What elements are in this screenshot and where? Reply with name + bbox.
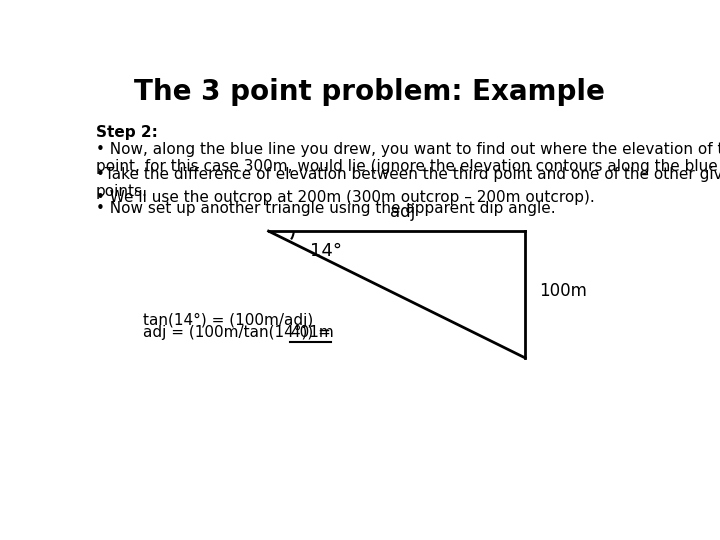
Text: School of Earth and Environment: School of Earth and Environment <box>11 508 320 526</box>
Text: adj = (100m/tan(14°)) =: adj = (100m/tan(14°)) = <box>143 326 336 341</box>
Text: • Now, along the blue line you drew, you want to find out where the elevation of: • Now, along the blue line you drew, you… <box>96 141 720 174</box>
Text: adj: adj <box>390 202 415 221</box>
Text: 401m: 401m <box>289 326 333 341</box>
Text: 14°: 14° <box>310 242 343 260</box>
Text: •Take the difference of elevation between the third point and one of the other g: •Take the difference of elevation betwee… <box>96 167 720 199</box>
Text: • We’ll use the outcrop at 200m (300m outcrop – 200m outcrop).: • We’ll use the outcrop at 200m (300m ou… <box>96 190 594 205</box>
Text: Step 2:: Step 2: <box>96 125 158 140</box>
Text: UNIVERSITY OF LEEDS: UNIVERSITY OF LEEDS <box>515 510 706 524</box>
Text: The 3 point problem: Example: The 3 point problem: Example <box>134 78 604 106</box>
Text: tan(14°) = (100m/adj): tan(14°) = (100m/adj) <box>143 313 313 328</box>
Text: • Now set up another triangle using the apparent dip angle.: • Now set up another triangle using the … <box>96 201 555 216</box>
Text: 100m: 100m <box>539 282 587 300</box>
